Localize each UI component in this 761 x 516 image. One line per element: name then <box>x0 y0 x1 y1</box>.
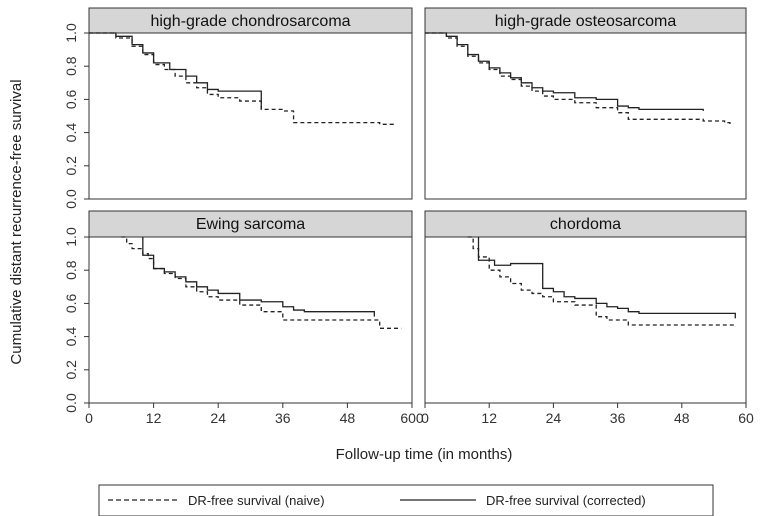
y-tick-label: 1.0 <box>63 23 79 43</box>
panel-2: Ewing sarcoma 0.0 0.2 0.4 0.6 0.8 1.0 0 12 24 36 48… <box>63 210 424 426</box>
y-tick-label: 0.6 <box>63 89 79 109</box>
y-tick-label: 1.0 <box>63 227 79 247</box>
curve-corrected <box>425 32 704 112</box>
legend-label-corrected: DR-free survival (corrected) <box>486 493 646 508</box>
y-axis-title: Cumulative distant recurrence-free survi… <box>8 79 25 364</box>
x-tick-label: 36 <box>275 410 291 426</box>
x-tick-label: 0 <box>421 410 429 426</box>
y-tick-label: 0.4 <box>63 327 79 347</box>
x-tick-label: 24 <box>210 410 226 426</box>
panel-title: high-grade osteosarcoma <box>495 13 677 30</box>
x-tick-label: 12 <box>146 410 162 426</box>
curve-corrected <box>142 237 375 317</box>
panel-strip <box>88 7 413 34</box>
y-tick-label: 0.4 <box>63 123 79 143</box>
legend: DR-free survival (naive) DR-free surviva… <box>98 484 714 516</box>
x-tick-label: 600 <box>400 410 424 426</box>
legend-label-naive: DR-free survival (naive) <box>188 493 325 508</box>
y-tick-label: 0.0 <box>63 393 79 413</box>
y-tick-label: 0.2 <box>63 156 79 176</box>
panel-strip <box>88 210 413 238</box>
y-tick-label: 0.2 <box>63 360 79 380</box>
panel-title: Ewing sarcoma <box>196 216 305 233</box>
panel-frame <box>88 32 413 200</box>
curve-naive <box>467 236 736 327</box>
curve-corrected <box>89 32 262 110</box>
x-tick-label: 48 <box>340 410 356 426</box>
panel-title: high-grade chondrosarcoma <box>150 13 350 30</box>
panel-3: chordoma 0 12 24 36 48 60 <box>421 210 754 426</box>
panel-0: high-grade chondrosarcoma 0.0 0.2 0.4 0.6 0.8… <box>63 7 413 209</box>
panels: high-grade chondrosarcoma 0.0 0.2 0.4 0.6 0.8… <box>63 7 754 426</box>
curve-corrected <box>477 237 736 319</box>
panel-frame <box>424 32 747 200</box>
x-tick-label: 0 <box>85 410 93 426</box>
curve-naive <box>89 32 396 125</box>
panel-title: chordoma <box>550 216 621 233</box>
x-tick-label: 48 <box>674 410 690 426</box>
panel-strip <box>424 210 747 238</box>
panel-frame <box>424 236 747 404</box>
x-tick-label: 24 <box>546 410 562 426</box>
y-tick-label: 0.6 <box>63 293 79 313</box>
panel-1: high-grade osteosarcoma <box>424 7 747 200</box>
x-tick-label: 60 <box>738 410 754 426</box>
y-tick-label: 0.0 <box>63 189 79 209</box>
x-tick-label: 36 <box>610 410 626 426</box>
y-tick-label: 0.8 <box>63 56 79 76</box>
panel-frame <box>88 236 413 404</box>
x-tick-label: 12 <box>481 410 497 426</box>
panel-strip <box>424 7 747 34</box>
x-axis-title: Follow-up time (in months) <box>336 446 513 463</box>
y-tick-label: 0.8 <box>63 260 79 280</box>
